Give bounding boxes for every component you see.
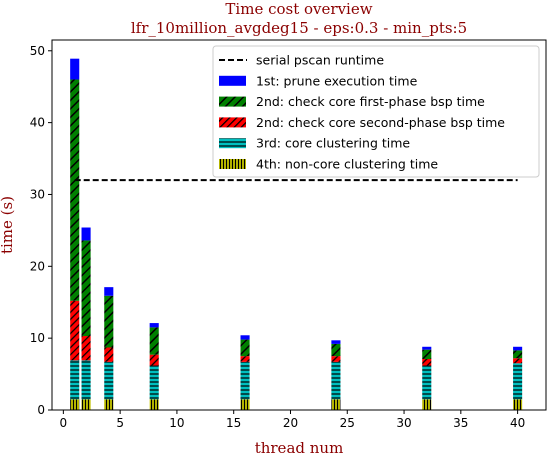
legend-label-check-core-second-phase: 2nd: check core second-phase bsp time — [256, 115, 505, 130]
legend-label-noncore-clustering: 4th: non-core clustering time — [256, 157, 438, 172]
y-tick-label: 20 — [30, 259, 45, 273]
bar-segment-core-clustering — [70, 360, 80, 400]
legend-label-serial-runtime: serial pscan runtime — [256, 53, 384, 68]
bar-segment-prune-execution — [104, 287, 114, 296]
x-axis-ticks: 0 5 10 15 20 25 30 35 40 — [60, 410, 525, 430]
bar-segment-check-core-second-phase — [240, 356, 250, 362]
legend-marker-noncore-clustering — [219, 159, 246, 169]
chart-subtitle: lfr_10million_avgdeg15 - eps:0.3 - min_p… — [131, 19, 467, 37]
bar-segment-noncore-clustering — [513, 399, 523, 410]
bar-segment-core-clustering — [513, 363, 523, 400]
legend-label-check-core-first-phase: 2nd: check core first-phase bsp time — [256, 94, 485, 109]
bar-segment-check-core-second-phase — [513, 358, 523, 364]
bar-stacks — [70, 58, 523, 410]
legend-label-core-clustering: 3rd: core clustering time — [256, 136, 410, 151]
bar-segment-noncore-clustering — [81, 399, 91, 410]
bar-segment-check-core-first-phase — [331, 343, 341, 357]
bar-segment-check-core-second-phase — [104, 347, 114, 362]
bar-segment-noncore-clustering — [331, 399, 341, 410]
legend-marker-core-clustering — [219, 138, 246, 149]
bar-segment-prune-execution — [70, 58, 80, 80]
bar-segment-core-clustering — [81, 360, 91, 400]
bar-segment-check-core-second-phase — [70, 300, 80, 361]
bar-segment-check-core-first-phase — [81, 240, 91, 336]
legend-marker-prune-execution — [219, 75, 246, 86]
legend-label-prune-execution: 1st: prune execution time — [256, 73, 418, 88]
bar-segment-check-core-first-phase — [70, 79, 80, 301]
bar-segment-core-clustering — [104, 361, 114, 400]
x-tick-label: 5 — [116, 416, 124, 430]
bar-segment-core-clustering — [331, 361, 341, 400]
y-tick-label: 30 — [30, 187, 45, 201]
bar-segment-check-core-first-phase — [149, 327, 159, 355]
y-tick-label: 40 — [30, 116, 45, 130]
bar-segment-check-core-first-phase — [513, 350, 523, 359]
y-tick-label: 50 — [30, 44, 45, 58]
bar-segment-check-core-first-phase — [422, 349, 432, 359]
bar-segment-core-clustering — [149, 365, 159, 400]
bar-segment-check-core-second-phase — [149, 354, 159, 366]
bar-segment-core-clustering — [422, 365, 432, 400]
bar-segment-check-core-first-phase — [104, 295, 114, 348]
bar-segment-prune-execution — [422, 346, 432, 350]
x-tick-label: 40 — [510, 416, 525, 430]
bar-segment-noncore-clustering — [422, 399, 432, 410]
bar-segment-prune-execution — [81, 227, 91, 241]
y-tick-label: 10 — [30, 331, 45, 345]
bar-segment-prune-execution — [513, 346, 523, 351]
x-tick-label: 15 — [226, 416, 241, 430]
y-axis-label: time (s) — [0, 196, 16, 254]
bar-segment-noncore-clustering — [104, 399, 114, 410]
bar-segment-prune-execution — [149, 323, 159, 328]
bar-segment-prune-execution — [331, 340, 341, 344]
x-tick-label: 35 — [453, 416, 468, 430]
bar-segment-noncore-clustering — [70, 399, 80, 410]
bar-segment-noncore-clustering — [240, 399, 250, 410]
x-axis-label: thread num — [255, 439, 344, 456]
bar-segment-check-core-second-phase — [81, 336, 91, 361]
bar-segment-noncore-clustering — [149, 399, 159, 410]
legend-box — [212, 45, 540, 178]
plot-frame — [51, 39, 547, 411]
y-tick-label: 0 — [37, 403, 45, 417]
bar-segment-prune-execution — [240, 335, 250, 340]
bar-segment-core-clustering — [240, 361, 250, 400]
bar-segment-check-core-second-phase — [422, 358, 432, 366]
x-tick-label: 30 — [396, 416, 411, 430]
bar-segment-check-core-first-phase — [240, 339, 250, 357]
y-axis-ticks: 0 10 20 30 40 50 — [30, 44, 52, 417]
legend-marker-check-core-second-phase — [219, 117, 246, 128]
chart-title: Time cost overview — [225, 0, 372, 18]
legend: serial pscan runtime 1st: prune execution… — [212, 45, 540, 178]
x-tick-label: 20 — [283, 416, 298, 430]
x-tick-label: 25 — [340, 416, 355, 430]
bar-segment-check-core-second-phase — [331, 356, 341, 362]
x-tick-label: 10 — [169, 416, 184, 430]
legend-marker-check-core-first-phase — [219, 96, 246, 107]
x-tick-label: 0 — [60, 416, 68, 430]
